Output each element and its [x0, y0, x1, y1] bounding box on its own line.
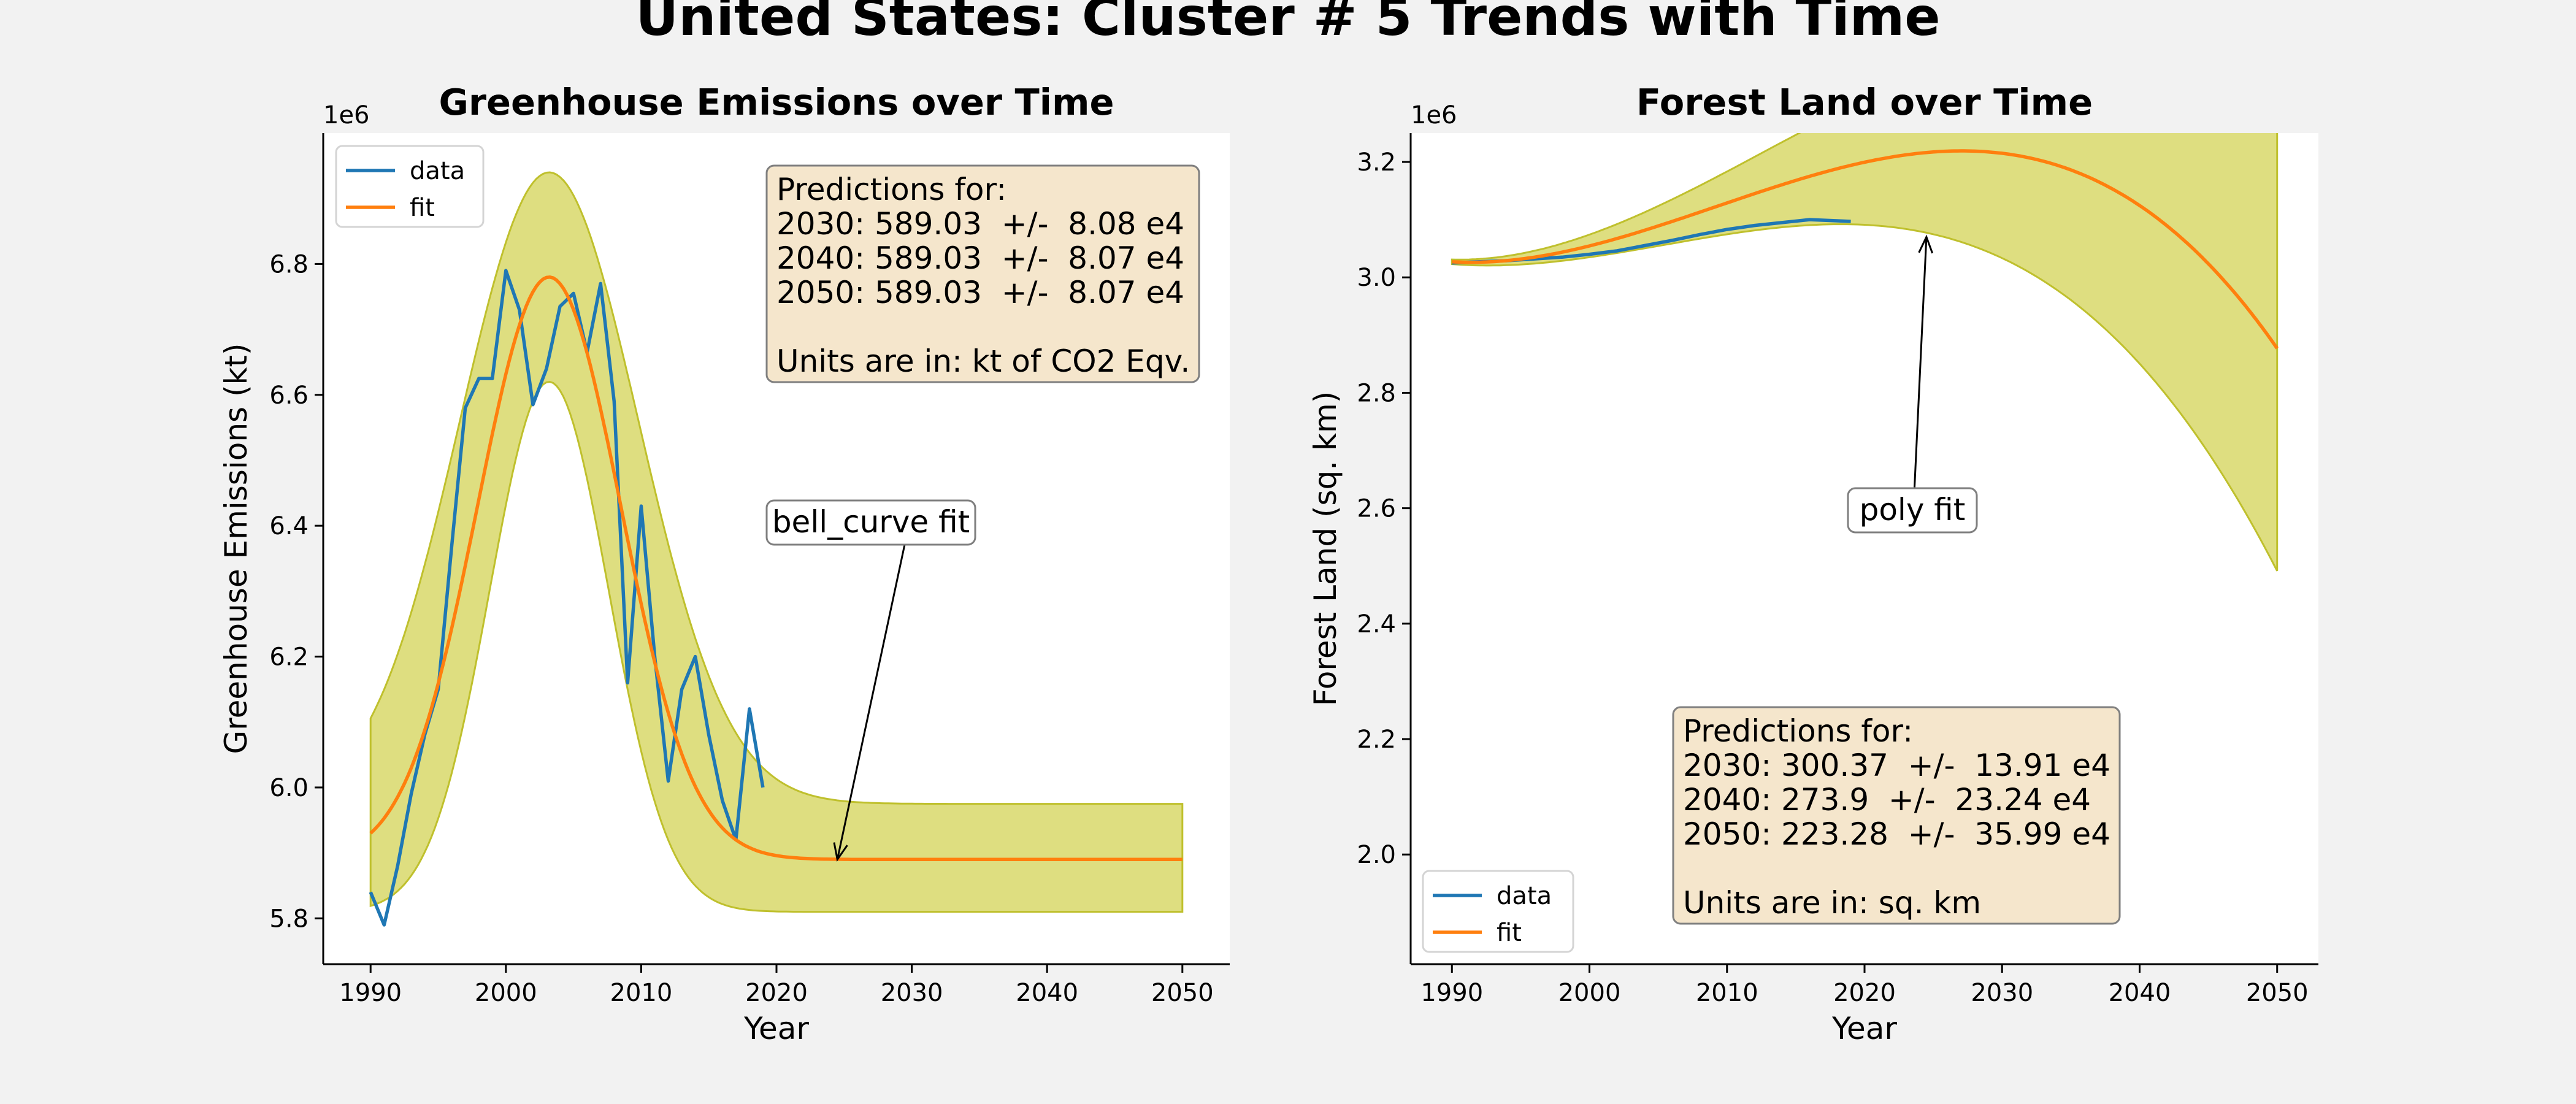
- predictions-line: 2050: 223.28 +/- 35.99 e4: [1683, 816, 2110, 852]
- x-tick-label: 2010: [610, 979, 673, 1007]
- legend: data fit: [1422, 870, 1574, 953]
- y-axis-label: Forest Land (sq. km): [1308, 391, 1343, 706]
- predictions-line: Predictions for:: [1683, 713, 1913, 749]
- predictions-line: 2040: 273.9 +/- 23.24 e4: [1683, 782, 2091, 818]
- y-tick-label: 6.4: [269, 512, 309, 540]
- y-tick-label: 6.2: [269, 643, 309, 672]
- legend-label-data: data: [410, 157, 465, 185]
- annotation-box: [1847, 487, 1978, 534]
- y-tick-label: 2.8: [1357, 379, 1396, 407]
- predictions-box: Predictions for:2030: 589.03 +/- 8.08 e4…: [765, 164, 1200, 383]
- y-tick-label: 6.8: [269, 250, 309, 278]
- predictions-line: 2030: 300.37 +/- 13.91 e4: [1683, 748, 2110, 783]
- predictions-line: 2050: 589.03 +/- 8.07 e4: [776, 275, 1184, 310]
- forest-land-panel: 1990 2000 2010 2020 2030 2040 2050 2.0 2.2 2.4 2.6…: [1308, 81, 2318, 1046]
- x-tick-label: 1990: [1420, 979, 1483, 1007]
- x-axis-label: Year: [743, 1011, 809, 1046]
- annotation-text: bell_curve fit: [772, 504, 970, 540]
- legend-label-fit: fit: [1497, 919, 1522, 947]
- y-tick-label: 5.8: [269, 905, 309, 933]
- y-tick-label: 6.6: [269, 381, 309, 410]
- x-tick-label: 2040: [2109, 979, 2171, 1007]
- x-tick-label: 1990: [339, 979, 402, 1007]
- x-tick-label: 2020: [1833, 979, 1896, 1007]
- panel-title: Forest Land over Time: [1636, 81, 2093, 123]
- predictions-line: 2030: 589.03 +/- 8.08 e4: [776, 206, 1184, 242]
- y-tick-label: 2.4: [1357, 610, 1396, 638]
- x-tick-label: 2030: [881, 979, 943, 1007]
- y-axis-label: Greenhouse Emissions (kt): [218, 343, 254, 754]
- y-tick-label: 2.6: [1357, 495, 1396, 523]
- x-tick-label: 2050: [1151, 979, 1214, 1007]
- annotation-arrowhead: [1918, 234, 1934, 254]
- y-tick-label: 2.0: [1357, 841, 1396, 869]
- x-tick-label: 2040: [1016, 979, 1078, 1007]
- y-tick-label: 6.0: [269, 774, 309, 802]
- x-tick-label: 2030: [1971, 979, 2033, 1007]
- panel-title: Greenhouse Emissions over Time: [439, 81, 1114, 123]
- legend-label-fit: fit: [410, 194, 435, 222]
- x-tick-label: 2010: [1696, 979, 1758, 1007]
- y-tick-label: 3.0: [1357, 264, 1396, 292]
- fit-series-line: [1452, 149, 2279, 350]
- annotation-box: [765, 499, 976, 546]
- x-tick-label: 2020: [745, 979, 808, 1007]
- legend-label-data: data: [1497, 882, 1552, 910]
- x-tick-label: 2000: [1558, 979, 1621, 1007]
- x-tick-label: 2000: [475, 979, 537, 1007]
- x-tick-label: 2050: [2246, 979, 2309, 1007]
- figure-title: United States: Cluster # 5 Trends with T…: [635, 0, 1940, 48]
- fit-series-line: [369, 275, 1183, 862]
- predictions-line: Units are in: sq. km: [1683, 885, 1981, 921]
- y-tick-label: 3.2: [1357, 148, 1396, 177]
- legend: data fit: [335, 145, 485, 228]
- annotation-arrow: [836, 544, 906, 860]
- annotation-text: poly fit: [1860, 492, 1966, 527]
- predictions-line: Units are in: kt of CO2 Eqv.: [776, 343, 1190, 379]
- fit-annotation: bell_curve fit: [765, 499, 976, 862]
- y-tick-label: 2.2: [1357, 726, 1396, 754]
- greenhouse-emissions-panel: 1990 2000 2010 2020 2030 2040 2050 5.8 6.0 6.2 6.4…: [218, 81, 1230, 1046]
- annotation-arrow: [1911, 237, 1928, 533]
- y-offset-label: 1e6: [323, 101, 370, 129]
- predictions-box: Predictions for:2030: 300.37 +/- 13.91 e…: [1672, 706, 2121, 925]
- x-axis-label: Year: [1831, 1011, 1897, 1046]
- uncertainty-band: [369, 171, 1184, 913]
- annotation-arrowhead: [833, 842, 848, 862]
- fit-annotation: poly fit: [1847, 234, 1978, 534]
- predictions-line: 2040: 589.03 +/- 8.07 e4: [776, 240, 1184, 276]
- y-offset-label: 1e6: [1411, 101, 1457, 129]
- predictions-line: Predictions for:: [776, 172, 1006, 207]
